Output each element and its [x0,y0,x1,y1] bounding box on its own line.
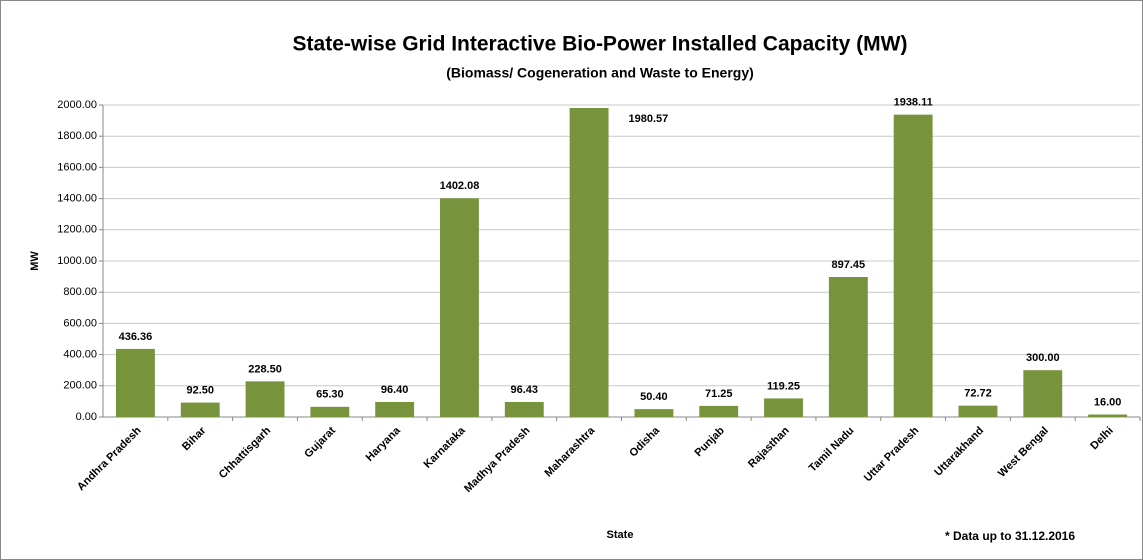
chart-subtitle: (Biomass/ Cogeneration and Waste to Ener… [446,65,754,81]
y-tick-label: 1600.00 [57,161,97,173]
y-tick-label: 1200.00 [57,224,97,236]
bar [958,405,998,417]
x-axis-label: State [607,529,634,541]
data-label: 897.45 [832,259,866,271]
bar [115,348,155,417]
note: * Data up to 31.12.2016 [945,529,1075,543]
bar [504,401,544,417]
data-label: 300.00 [1026,352,1060,364]
bar [764,398,803,417]
y-tick-label: 600.00 [63,317,97,329]
data-label: 96.40 [381,384,409,396]
bar [310,406,350,417]
data-label: 72.72 [964,388,992,400]
data-label: 16.00 [1094,396,1122,408]
data-label: 71.25 [705,388,733,400]
chart-title: State-wise Grid Interactive Bio-Power In… [293,33,908,56]
bar [569,108,609,418]
y-tick-label: 1800.00 [57,130,97,142]
data-label: 92.50 [186,384,214,396]
data-label: 50.40 [640,391,668,403]
bar [828,276,868,417]
y-axis-label: MW [29,251,41,271]
bar [245,381,285,417]
bar [1088,414,1128,417]
y-tick-label: 0.00 [76,411,97,423]
y-tick-label: 2000.00 [57,99,97,111]
data-label: 1402.08 [440,180,480,192]
bar [699,405,739,417]
y-tick-label: 1400.00 [57,193,97,205]
data-label: 228.50 [248,363,282,375]
data-label: 1980.57 [629,113,669,125]
data-label: 1938.11 [894,97,933,109]
data-label: 436.36 [119,331,153,343]
y-tick-label: 400.00 [63,349,97,361]
y-tick-label: 1000.00 [57,255,97,267]
bar [375,401,415,417]
y-tick-label: 200.00 [63,380,97,392]
bar [180,402,220,417]
bar [893,114,933,417]
bar [634,409,674,417]
bar [1023,370,1063,417]
data-label: 96.43 [511,384,539,396]
bar [440,198,479,417]
data-label: 119.25 [767,380,800,392]
y-tick-label: 800.00 [63,286,97,298]
data-label: 65.30 [316,389,344,401]
